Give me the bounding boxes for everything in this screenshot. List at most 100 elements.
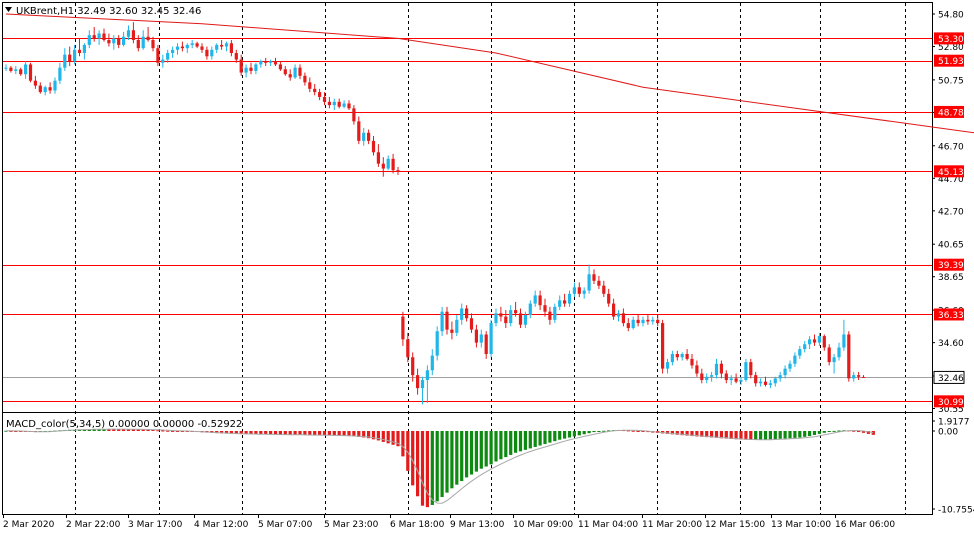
candle-bullish: [680, 354, 684, 358]
candle-bearish: [376, 152, 380, 164]
macd-bar: [92, 429, 96, 431]
x-tick-label: 3 Mar 17:00: [128, 520, 183, 530]
candle-bullish: [293, 67, 297, 78]
candle-bearish: [626, 323, 630, 328]
candle-bearish: [621, 313, 625, 324]
candle-bullish: [744, 362, 748, 381]
macd-bar: [283, 431, 287, 435]
macd-bar: [249, 431, 253, 435]
macd-bar: [518, 431, 523, 452]
macd-bar: [543, 431, 547, 445]
macd-bar: [465, 431, 469, 478]
macd-bar: [504, 431, 508, 458]
level-label-box: [934, 54, 964, 67]
candle-bullish: [82, 44, 86, 54]
macd-bar: [347, 431, 351, 437]
y-tick-label: 30.55: [938, 405, 964, 415]
candle-bearish: [180, 46, 184, 49]
macd-bar: [234, 431, 238, 434]
macd-bar: [631, 430, 635, 432]
candle-bearish: [690, 358, 694, 366]
macd-bar: [4, 430, 8, 432]
candle-bearish: [396, 170, 400, 172]
candle-bullish: [479, 334, 483, 343]
x-tick-label: 9 Mar 13:00: [450, 520, 505, 530]
macd-bar: [759, 431, 763, 440]
candle-bearish: [357, 121, 361, 141]
candle-bullish: [528, 303, 532, 315]
macd-bar: [626, 430, 630, 432]
dropdown-triangle-icon[interactable]: [5, 7, 12, 12]
y-tick-label: 38.65: [938, 273, 964, 283]
x-tick-label: 11 Mar 20:00: [642, 520, 702, 530]
macd-bar: [342, 431, 346, 436]
candle-bullish: [185, 44, 189, 49]
x-tick-label: 4 Mar 12:00: [194, 520, 249, 530]
candle-bearish: [195, 43, 199, 47]
candle-bearish: [812, 339, 817, 343]
candle-bearish: [763, 381, 768, 385]
macd-bar: [469, 431, 474, 475]
macd-bar: [224, 431, 229, 434]
macd-bar: [102, 429, 106, 431]
macd-bar: [773, 431, 777, 440]
macd-bar: [318, 431, 322, 436]
candle-bullish: [705, 376, 709, 381]
candle-bearish: [273, 61, 278, 65]
macd-bar: [734, 431, 738, 440]
candle-bullish: [166, 53, 170, 60]
macd-bar: [499, 431, 503, 460]
candle-bearish: [499, 313, 503, 317]
candle-bearish: [518, 313, 523, 325]
x-tick-label: 16 Mar 06:00: [835, 520, 895, 530]
horizontal-levels: [3, 38, 932, 402]
candle-bearish: [724, 373, 728, 381]
candle-bearish: [636, 319, 640, 324]
macd-bar: [126, 429, 131, 431]
candle-bullish: [489, 323, 493, 355]
macd-bar: [710, 431, 714, 438]
macd-bar: [273, 431, 278, 435]
candle-bullish: [430, 355, 434, 371]
macd-bar: [430, 431, 434, 505]
level-label: 36.33: [938, 311, 964, 321]
candle-bullish: [224, 43, 229, 47]
candle-bearish: [102, 33, 106, 41]
macd-bar: [308, 431, 312, 436]
candle-bearish: [465, 308, 469, 319]
candle-bullish: [435, 331, 439, 356]
macd-bar: [122, 429, 126, 431]
candle-bullish: [112, 38, 116, 44]
x-tick-label: 2 Mar 22:00: [66, 520, 121, 530]
candle-bullish: [651, 319, 655, 322]
macd-bar: [670, 431, 674, 435]
macd-bar: [455, 431, 459, 485]
candle-bearish: [308, 82, 312, 89]
x-tick-label: 2 Mar 2020: [3, 520, 55, 530]
candle-bearish: [381, 163, 385, 169]
candle-bearish: [234, 53, 238, 60]
candle-bullish: [460, 308, 464, 320]
current-price-label-box: [933, 370, 965, 384]
macd-bar: [371, 431, 376, 440]
candle-bullish: [793, 355, 797, 364]
candle-bearish: [337, 101, 341, 107]
macd-bar: [156, 430, 160, 432]
macd-bar: [298, 431, 302, 435]
macd-bar: [607, 430, 611, 432]
level-label: 51.93: [938, 57, 964, 67]
candle-bearish: [156, 48, 160, 63]
candle-bearish: [538, 295, 542, 306]
candle-bullish: [572, 287, 576, 294]
candle-bearish: [205, 49, 209, 57]
candle-bearish: [563, 300, 567, 304]
candle-bullish: [14, 69, 18, 71]
candle-bullish: [254, 64, 258, 71]
candle-bearish: [68, 54, 72, 62]
macd-tick-label: -10.7554: [938, 506, 974, 516]
macd-bar: [739, 431, 743, 440]
candle-bullish: [852, 375, 856, 379]
macd-bar: [239, 431, 243, 435]
